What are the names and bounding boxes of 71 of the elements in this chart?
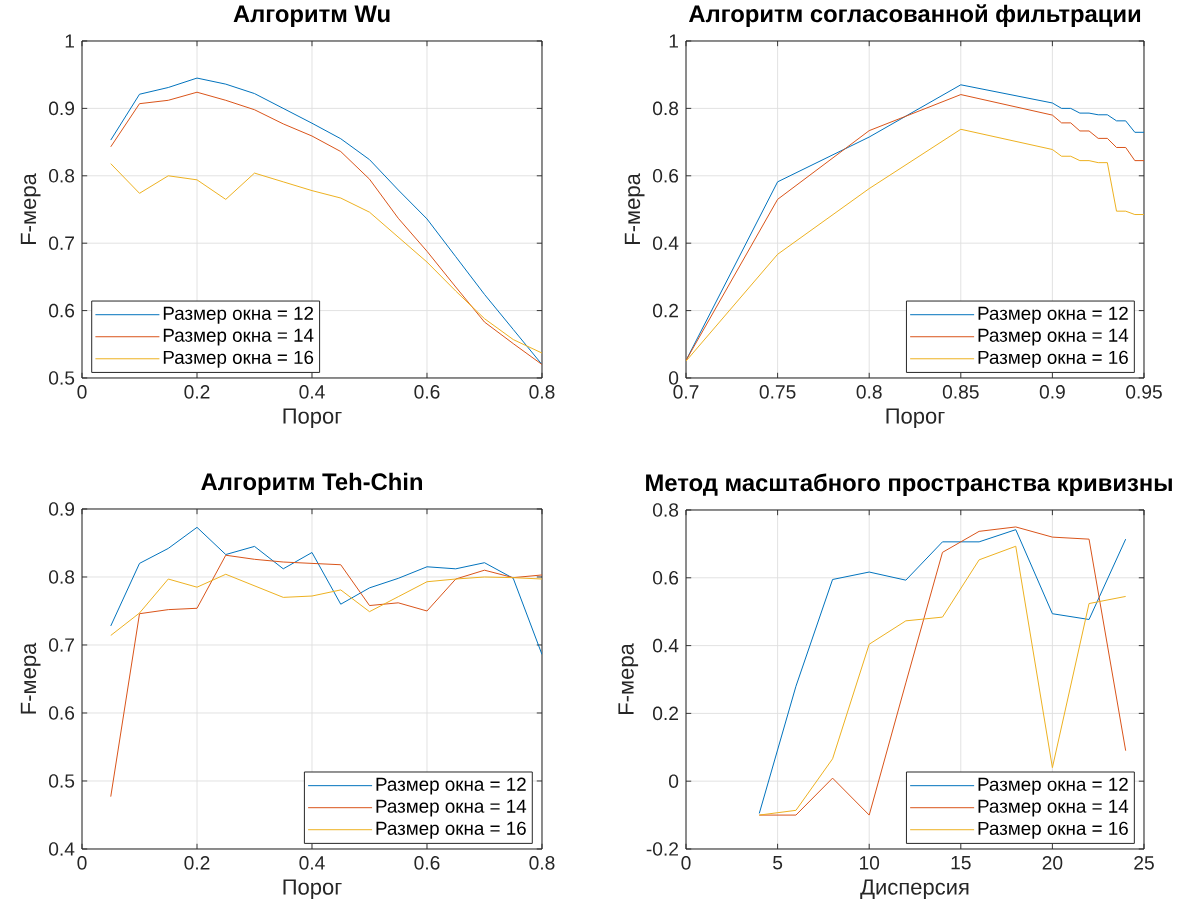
x-tick-label: 0.95 (1126, 385, 1162, 399)
y-axis-title: F-мера (20, 173, 41, 244)
chart-title: Метод масштабного пространства кривизны (646, 473, 1172, 496)
y-tick-label: 0.8 (653, 503, 679, 517)
line-series (110, 526, 542, 655)
x-tick-label: 0.2 (184, 856, 210, 870)
legend-label: Размер окна = 14 (163, 328, 314, 346)
y-tick-label: 1 (65, 34, 74, 48)
x-tick-label: 0 (681, 856, 691, 870)
x-axis-title: Порог (886, 408, 945, 429)
legend-label: Размер окна = 12 (163, 306, 314, 324)
x-tick-label: 0.9 (1039, 385, 1065, 399)
y-tick-label: 0.5 (49, 371, 75, 385)
y-tick-label: 0.6 (49, 303, 75, 318)
x-tick-label: 0.6 (414, 856, 440, 870)
line-series (110, 554, 542, 798)
y-tick-label: 0.6 (653, 571, 679, 585)
y-tick-label: 0.2 (653, 303, 678, 318)
x-tick-label: 0.75 (759, 385, 796, 399)
chart-title: Алгоритм Wu (233, 5, 390, 27)
x-tick-label: 15 (951, 856, 971, 870)
y-tick-label: 0.4 (49, 842, 75, 856)
x-tick-label: 20 (1042, 856, 1063, 870)
x-tick-label: 0.4 (299, 385, 325, 399)
y-tick-label: 0.9 (49, 101, 75, 116)
x-tick-label: 25 (1134, 856, 1154, 870)
legend-label: Размер окна = 12 (978, 306, 1128, 324)
y-tick-label: 0 (669, 774, 679, 788)
y-axis-title: F-мера (20, 642, 41, 714)
legend-label: Размер окна = 12 (978, 777, 1128, 795)
x-axis-title: Дисперсия (860, 879, 969, 900)
y-tick-label: 0.8 (49, 570, 75, 584)
y-axis-title: F-мера (624, 173, 645, 244)
x-tick-label: 0.2 (184, 385, 210, 399)
chart-title: Алгоритм согласованной фильтрации (688, 4, 1141, 27)
chart-title: Алгоритм Teh-Chin (201, 472, 422, 495)
x-tick-label: 0.4 (299, 856, 325, 870)
y-tick-label: 1 (669, 34, 678, 48)
legend-label: Размер окна = 14 (376, 799, 527, 817)
y-axis-title: F-мера (618, 643, 639, 714)
y-tick-label: 0.6 (653, 169, 679, 183)
x-axis-title: Порог (283, 408, 342, 429)
legend-label: Размер окна = 16 (978, 350, 1128, 368)
y-tick-label: 0.9 (49, 502, 75, 516)
y-tick-label: 0.8 (49, 169, 75, 183)
y-tick-label: 0.6 (49, 706, 75, 720)
x-tick-label: 0.8 (856, 385, 882, 399)
x-tick-label: 0 (77, 385, 87, 399)
x-tick-label: 0.6 (414, 385, 440, 399)
legend-label: Размер окна = 14 (978, 328, 1129, 346)
y-tick-label: -0.2 (646, 842, 678, 856)
y-tick-label: 0.5 (49, 774, 75, 788)
legend-label: Размер окна = 16 (376, 821, 526, 839)
x-axis-title: Порог (283, 879, 342, 900)
x-tick-label: 10 (860, 856, 880, 870)
y-tick-label: 0.4 (653, 236, 679, 250)
y-tick-label: 0.2 (653, 706, 678, 721)
x-tick-label: 0.8 (529, 856, 555, 870)
x-tick-label: 0.8 (529, 385, 555, 399)
y-tick-label: 0.7 (49, 236, 74, 250)
legend-label: Размер окна = 14 (978, 799, 1129, 817)
y-tick-label: 0 (669, 371, 679, 385)
y-tick-label: 0.7 (49, 638, 74, 652)
legend-label: Размер окна = 16 (163, 350, 314, 368)
x-tick-label: 0.85 (942, 385, 979, 399)
x-tick-label: 5 (773, 856, 783, 870)
y-tick-label: 0.4 (653, 638, 679, 653)
x-tick-label: 0 (77, 856, 87, 870)
legend-label: Размер окна = 16 (978, 821, 1128, 839)
legend-label: Размер окна = 12 (376, 777, 526, 795)
y-tick-label: 0.8 (653, 101, 679, 116)
